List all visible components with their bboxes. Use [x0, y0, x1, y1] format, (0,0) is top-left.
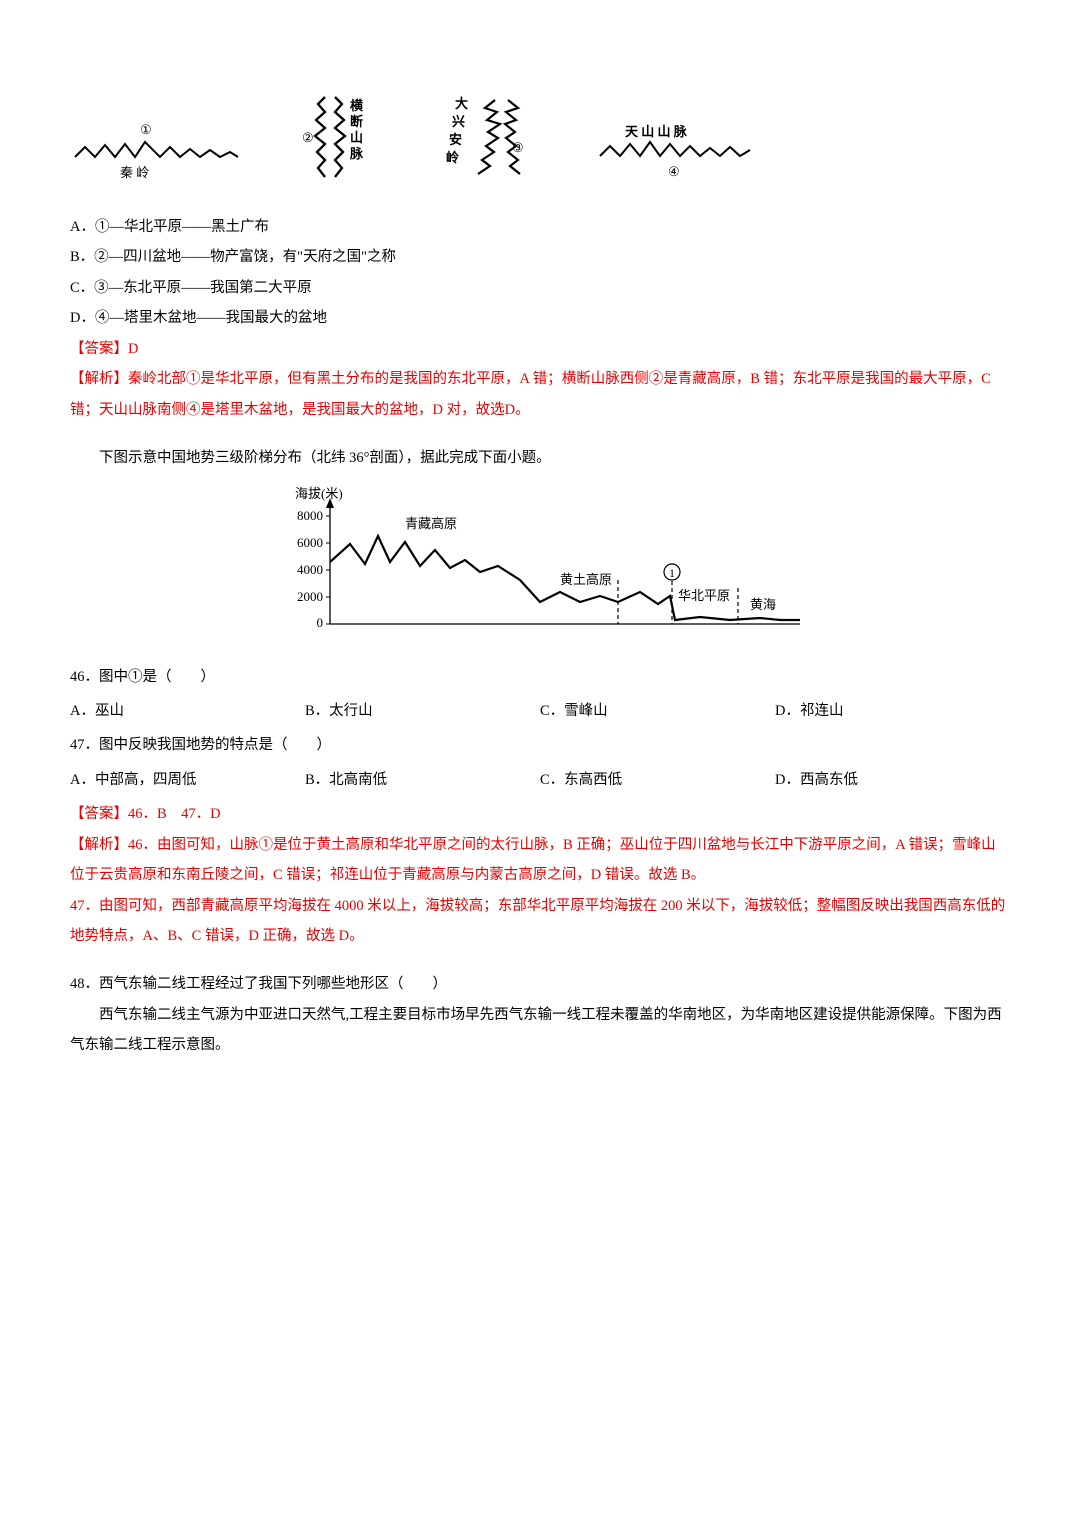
label-hh: 黄海 — [750, 597, 776, 612]
q47-B: B．北高南低 — [305, 765, 540, 795]
label-qinling: 秦 岭 — [120, 165, 149, 180]
svg-text:4000: 4000 — [297, 562, 323, 577]
fig-qinling: ① 秦 岭 — [70, 122, 240, 182]
svg-text:安: 安 — [449, 132, 462, 147]
q46-B: B．太行山 — [305, 696, 540, 726]
daxinganling-sketch: 大 兴 安 岭 ③ — [430, 92, 540, 182]
tianshan-sketch: 天 山 山 脉 ④ — [590, 122, 760, 182]
option-C: C．③—东北平原——我国第二大平原 — [70, 273, 1010, 303]
answer-4647: 【答案】46．B 47．D — [70, 799, 1010, 829]
svg-text:山: 山 — [350, 130, 363, 145]
svg-text:岭: 岭 — [446, 150, 459, 165]
option-A: A．①—华北平原——黑土广布 — [70, 212, 1010, 242]
svg-text:6000: 6000 — [297, 535, 323, 550]
svg-text:横: 横 — [350, 98, 364, 113]
q47-C: C．东高西低 — [540, 765, 775, 795]
label-hbpy: 华北平原 — [678, 588, 730, 603]
q47-D: D．西高东低 — [775, 765, 1010, 795]
label-four: ④ — [668, 164, 680, 179]
analysis-46: 【解析】46．由图可知，山脉①是位于黄土高原和华北平原之间的太行山脉，B 正确；… — [70, 830, 1010, 891]
terrain-profile-chart: 0 2000 4000 6000 8000 海拔(米) 青藏高原 黄土高原 1 … — [260, 484, 820, 654]
svg-text:大: 大 — [455, 96, 468, 111]
label-tianshan: 天 山 山 脉 — [625, 124, 688, 139]
svg-text:1: 1 — [669, 566, 675, 580]
option-D: D．④—塔里木盆地——我国最大的盆地 — [70, 303, 1010, 333]
q46-A: A．巫山 — [70, 696, 305, 726]
q47-stem: 47．图中反映我国地势的特点是（ ） — [70, 730, 1010, 760]
analysis-47: 47．由图可知，西部青藏高原平均海拔在 4000 米以上，海拔较高；东部华北平原… — [70, 891, 1010, 952]
fig-daxinganling: 大 兴 安 岭 ③ — [430, 92, 540, 182]
svg-text:断: 断 — [350, 114, 363, 129]
option-B: B．②—四川盆地——物产富饶，有"天府之国"之称 — [70, 242, 1010, 272]
svg-text:脉: 脉 — [349, 146, 364, 161]
q48-stem: 48．西气东输二线工程经过了我国下列哪些地形区（ ） — [70, 969, 1010, 999]
label-three: ③ — [512, 140, 524, 155]
q46-stem: 46．图中①是（ ） — [70, 662, 1010, 692]
svg-text:8000: 8000 — [297, 508, 323, 523]
label-one: ① — [140, 122, 152, 137]
label-qzgp: 青藏高原 — [405, 516, 457, 531]
fig-hengduan: 横 断 山 脉 ② — [290, 92, 380, 182]
label-two: ② — [302, 130, 314, 145]
label-htgp: 黄土高原 — [560, 572, 612, 587]
q48-body: 西气东输二线主气源为中亚进口天然气,工程主要目标市场早先西气东输一线工程未覆盖的… — [70, 1000, 1010, 1061]
qinling-sketch: ① 秦 岭 — [70, 122, 240, 182]
chart-intro: 下图示意中国地势三级阶梯分布（北纬 36°剖面），据此完成下面小题。 — [70, 443, 1010, 473]
svg-text:2000: 2000 — [297, 589, 323, 604]
hengduan-sketch: 横 断 山 脉 ② — [290, 92, 380, 182]
answer: 【答案】D — [70, 334, 1010, 364]
svg-text:0: 0 — [317, 615, 324, 630]
q47-A: A．中部高，四周低 — [70, 765, 305, 795]
mountain-sketch-row: ① 秦 岭 横 断 山 脉 ② 大 兴 安 岭 ③ 天 山 山 脉 — [70, 92, 1010, 182]
analysis: 【解析】秦岭北部①是华北平原，但有黑土分布的是我国的东北平原，A 错；横断山脉西… — [70, 364, 1010, 425]
q46-D: D．祁连山 — [775, 696, 1010, 726]
svg-text:兴: 兴 — [452, 114, 465, 129]
axis-title: 海拔(米) — [295, 486, 343, 501]
fig-tianshan: 天 山 山 脉 ④ — [590, 122, 760, 182]
q46-C: C．雪峰山 — [540, 696, 775, 726]
